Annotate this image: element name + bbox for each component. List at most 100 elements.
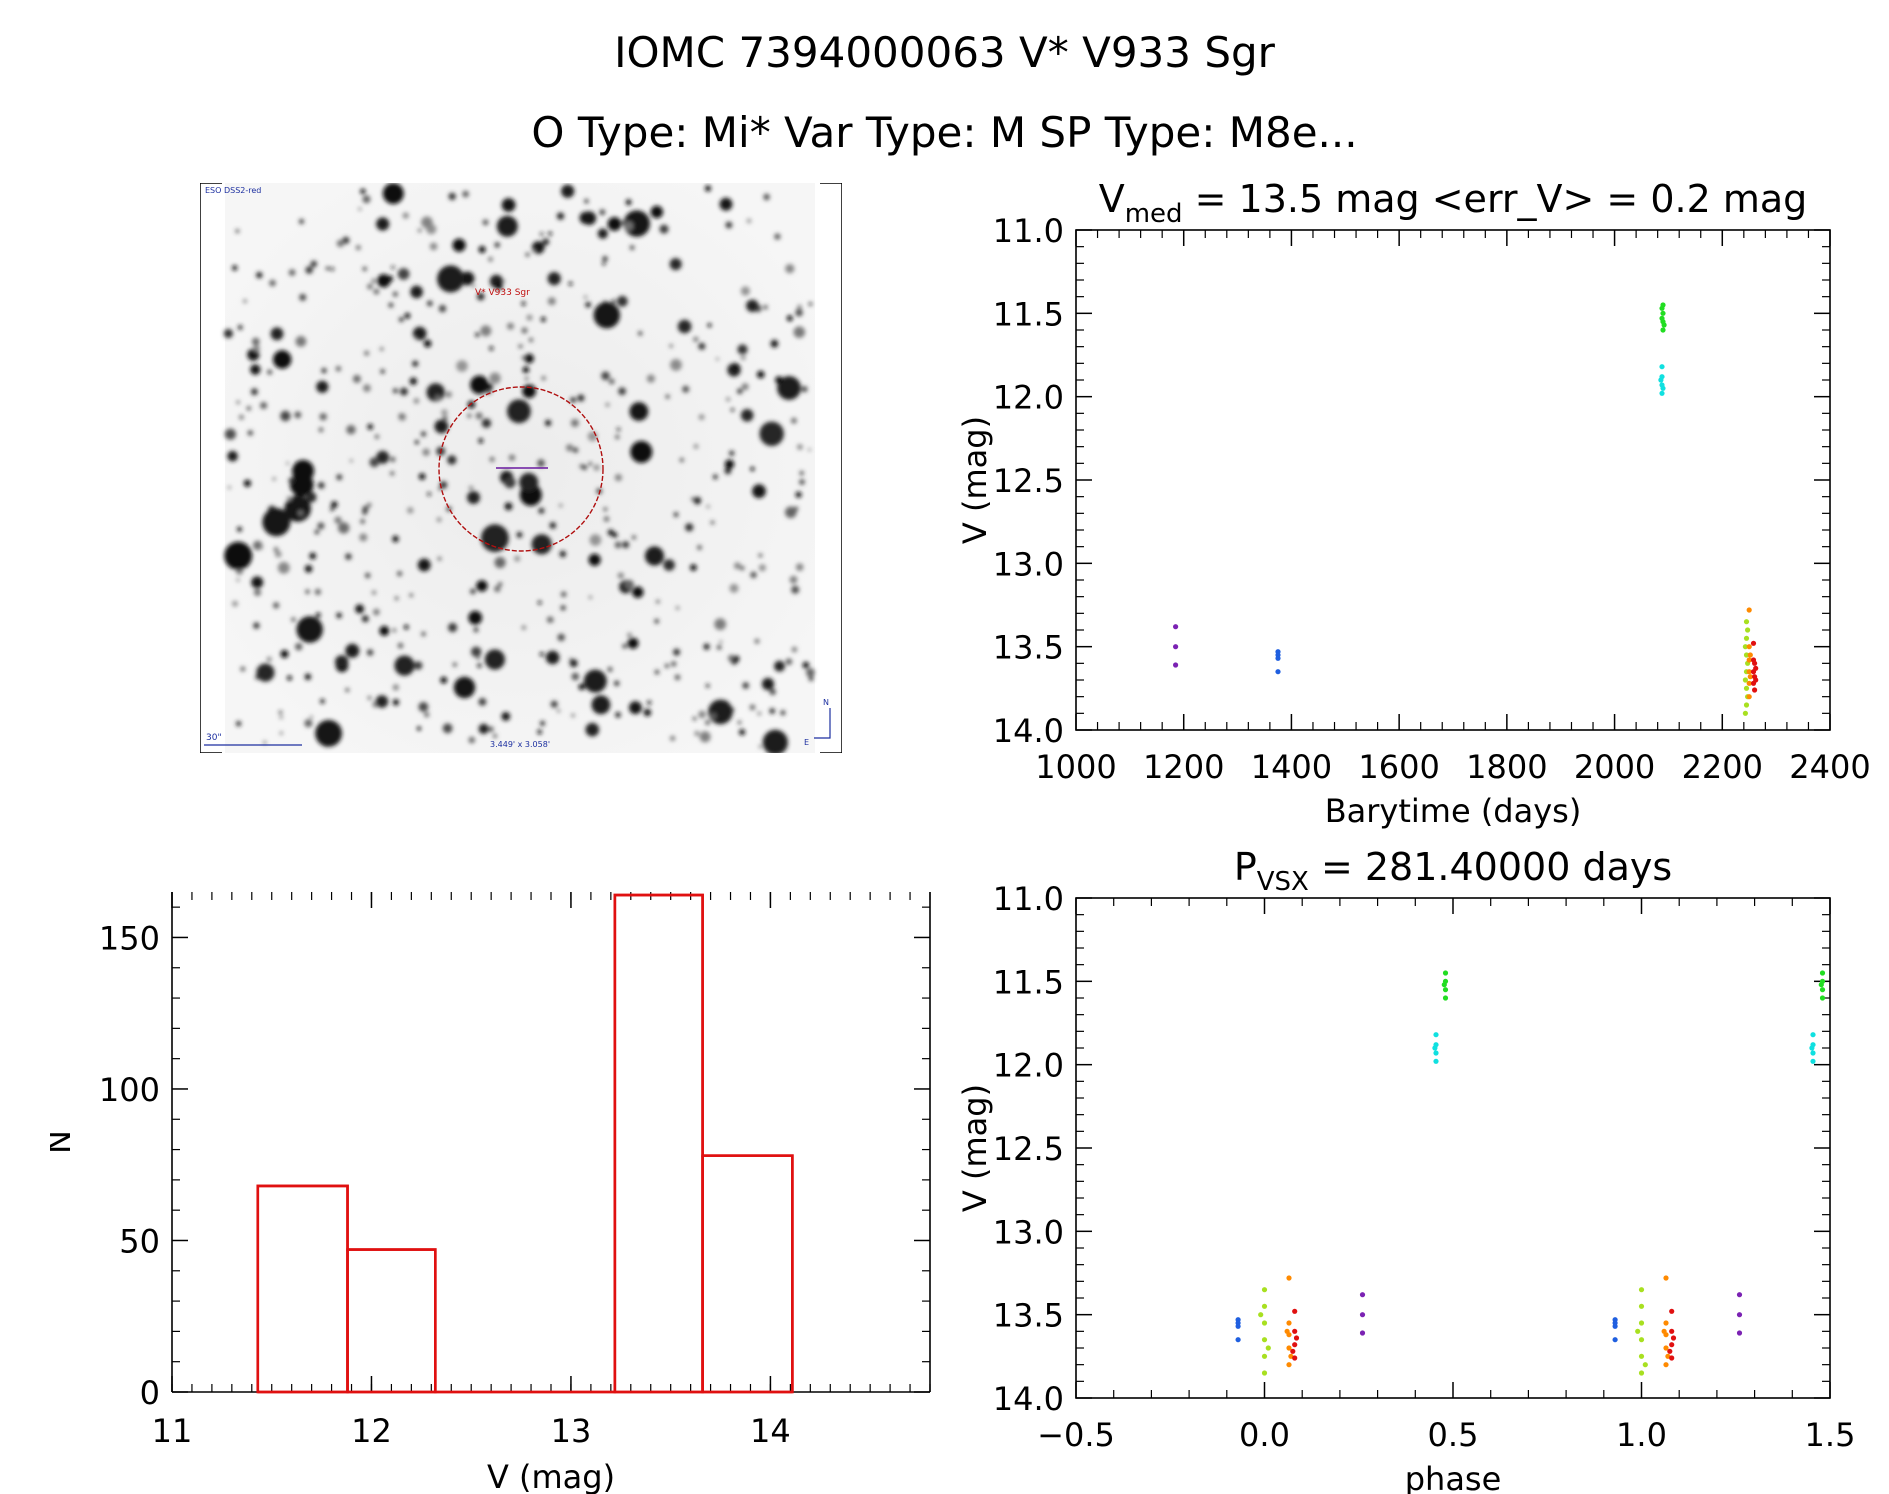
c1-point xyxy=(1810,1058,1816,1064)
finder-star xyxy=(795,308,803,317)
c1-point xyxy=(1638,1320,1645,1326)
c1-point xyxy=(1433,1032,1439,1038)
c0-point xyxy=(1658,377,1664,383)
finder-star xyxy=(494,556,506,569)
finder-star xyxy=(363,384,371,392)
hist-ytick-label: 150 xyxy=(99,919,160,957)
finder-star xyxy=(731,363,740,372)
finder-star xyxy=(719,640,723,644)
finder-star xyxy=(734,562,741,570)
finder-star xyxy=(719,197,733,211)
c1-point xyxy=(1736,1330,1743,1336)
finder-star xyxy=(659,224,669,234)
finder-star xyxy=(571,672,580,681)
finder-star xyxy=(371,278,377,284)
hist-xtick-label: 14 xyxy=(750,1412,791,1450)
hist-ytick-label: 0 xyxy=(140,1374,160,1412)
finder-star xyxy=(729,450,735,456)
c0-point xyxy=(1660,310,1666,316)
finder-star xyxy=(697,545,702,550)
finder-star xyxy=(531,534,552,555)
c0-point xyxy=(1753,665,1759,671)
c0-point xyxy=(1742,677,1748,683)
c1-point xyxy=(1433,1050,1439,1056)
finder-target-label: V* V933 Sgr xyxy=(475,288,530,298)
finder-star xyxy=(715,357,720,361)
finder-star xyxy=(737,720,742,725)
c0-point xyxy=(1746,607,1752,613)
c1-point xyxy=(1663,1362,1669,1368)
c0-xtick-label: 2400 xyxy=(1789,748,1870,786)
finder-star xyxy=(605,402,610,407)
finder-star xyxy=(578,683,585,690)
hist-bar xyxy=(701,1154,794,1394)
c1-point xyxy=(1661,1328,1667,1334)
finder-star xyxy=(427,300,433,307)
finder-star xyxy=(250,388,258,396)
finder-star xyxy=(434,395,442,402)
finder-star xyxy=(394,596,399,600)
finder-star xyxy=(669,344,673,348)
finder-star xyxy=(266,656,272,662)
finder-star xyxy=(367,696,372,700)
finder-star xyxy=(279,715,283,719)
finder-star xyxy=(481,524,509,553)
finder-star xyxy=(769,708,775,714)
finder-star xyxy=(423,339,432,348)
finder-star xyxy=(756,370,765,379)
finder-star xyxy=(570,397,576,403)
finder-star xyxy=(346,425,356,435)
finder-star xyxy=(717,645,722,650)
finder-star xyxy=(608,378,615,385)
finder-star xyxy=(801,386,808,393)
finder-star xyxy=(345,643,360,658)
finder-star xyxy=(345,553,352,560)
hist-bar xyxy=(613,893,704,1394)
finder-star xyxy=(452,662,457,667)
finder-star xyxy=(434,419,449,434)
compass-north-label: N xyxy=(823,698,829,707)
finder-star xyxy=(277,561,290,574)
finder-star xyxy=(362,266,367,271)
c1-point xyxy=(1810,1032,1816,1038)
finder-star xyxy=(643,708,652,717)
c0-xtick-label: 1200 xyxy=(1143,748,1224,786)
finder-star xyxy=(571,713,575,718)
finder-star xyxy=(583,669,607,693)
finder-star xyxy=(413,661,423,670)
chart-title-line2: O Type: Mi* Var Type: M SP Type: M8e... xyxy=(531,108,1358,157)
c1-point xyxy=(1290,1348,1296,1354)
c1-point xyxy=(1638,1337,1645,1343)
c0-point xyxy=(1743,619,1750,625)
finder-star xyxy=(336,474,343,481)
finder-star xyxy=(808,676,814,681)
c1-xtick-label: 0.0 xyxy=(1239,1416,1290,1454)
finder-star xyxy=(714,618,727,631)
finder-star xyxy=(475,332,480,337)
finder-star xyxy=(305,589,310,594)
hist-bar xyxy=(346,1248,437,1394)
finder-star xyxy=(273,350,292,369)
finder-star xyxy=(352,374,361,383)
finder-star xyxy=(243,479,251,487)
c1-point xyxy=(1261,1353,1268,1359)
finder-star xyxy=(470,375,489,395)
finder-star xyxy=(317,522,325,530)
finder-star xyxy=(397,571,403,577)
finder-star xyxy=(646,374,655,383)
finder-star xyxy=(763,305,768,310)
finder-star xyxy=(632,586,644,598)
finder-star xyxy=(742,682,749,689)
finder-star xyxy=(698,710,706,719)
finder-star xyxy=(789,575,798,584)
c0-point xyxy=(1745,627,1751,633)
c1-ytick-label: 11.0 xyxy=(993,880,1064,918)
finder-star xyxy=(489,372,501,384)
finder-star xyxy=(545,650,560,665)
finder-star xyxy=(304,565,313,573)
finder-star xyxy=(504,476,516,489)
finder-star xyxy=(754,638,760,644)
finder-star xyxy=(709,712,717,720)
c1-point xyxy=(1265,1345,1271,1351)
finder-star xyxy=(362,509,368,515)
